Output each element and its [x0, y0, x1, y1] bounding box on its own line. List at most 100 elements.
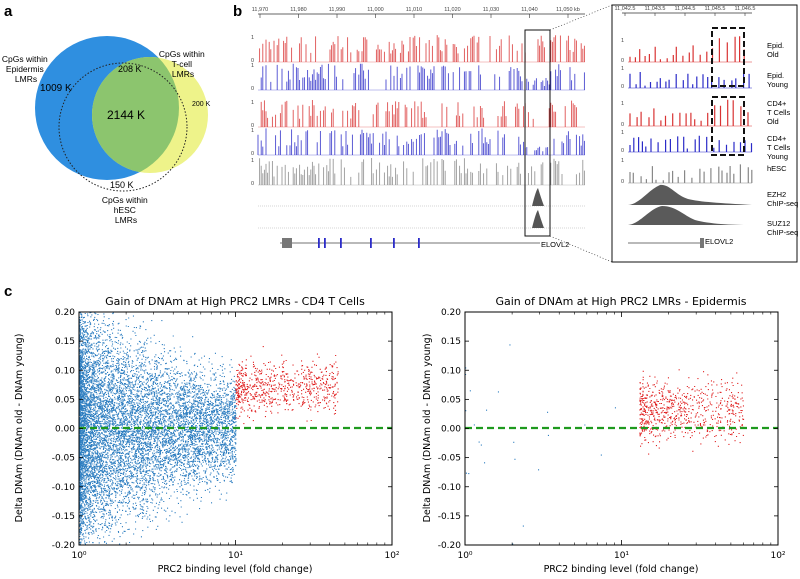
venn-circle-hesc: [58, 62, 188, 192]
coord-label: 11,980: [290, 7, 306, 13]
gene-exon: [324, 238, 326, 248]
venn-label-tcell: CpGs within T-cell LMRs: [159, 49, 207, 79]
track-axis-max: 1: [251, 35, 254, 41]
y-tick-label: -0.10: [438, 483, 462, 493]
venn-overlap: [92, 57, 179, 173]
coord-label: 11,040: [521, 7, 537, 13]
track-label-line: Epid.: [767, 41, 784, 50]
zoom-track-axis-max: 1: [621, 130, 624, 136]
zoom-panel: [611, 4, 798, 263]
gene-utr: [282, 238, 292, 248]
gene-model-main: [280, 238, 540, 248]
track-3: 10: [251, 128, 585, 157]
panel-label-c: c: [4, 283, 12, 300]
track-1: 10: [251, 63, 585, 92]
zoom-connector-top: [549, 4, 613, 31]
y-tick-label: 0.10: [55, 366, 75, 376]
zoom-track-signal: [629, 72, 750, 88]
gene-exon: [393, 238, 395, 248]
zoom-track-axis-min: 0: [621, 58, 624, 64]
track-label-line: CD4+: [767, 134, 787, 143]
track-label-line: ChIP-seq: [767, 199, 798, 208]
gene-exon: [318, 238, 320, 248]
coord-label: 11,010: [406, 7, 422, 13]
genome-browser: 11,970 11,980 11,990 11,000 11,010 11,020 11,0…: [251, 4, 798, 263]
y-tick-label: 0.20: [441, 308, 461, 318]
y-tick-label: 0.20: [55, 308, 75, 318]
y-tick-label: -0.15: [438, 512, 461, 522]
zoom-track-axis-max: 1: [621, 158, 624, 164]
chip-track-0: [258, 188, 585, 207]
zoom-track-4: 10: [621, 158, 753, 185]
axes-epidermis: 0.20 0.15 0.10 0.05 0.00 -0.05 -0.10 -0.15 -0.20…: [438, 308, 786, 561]
coord-label: 11,030: [483, 7, 499, 13]
zoom-track-axis-max: 1: [621, 38, 624, 44]
gene-exon: [418, 238, 420, 248]
y-tick-label: -0.20: [52, 541, 76, 551]
y-tick-label: 0.00: [441, 425, 461, 435]
track-label-line: T Cells: [767, 143, 790, 152]
track-label-line: ChIP-seq: [767, 228, 798, 237]
y-tick-label: -0.20: [438, 541, 462, 551]
zoom-track-axis-min: 0: [621, 148, 624, 154]
zoom-connector-bottom: [549, 235, 613, 263]
zoom-region-box: [524, 29, 551, 237]
zoom-ezh2-peak: [628, 184, 752, 205]
y-tick-label: 0.05: [441, 395, 461, 405]
venn-label-hesc: CpGs within hESC LMRs: [102, 195, 150, 225]
x-axis-title-cd4: PRC2 binding level (fold change): [158, 564, 313, 575]
series-points-high-prc2: [235, 346, 339, 425]
zoom-track-axis-max: 1: [621, 101, 624, 107]
track-label-line: SUZ12: [767, 219, 790, 228]
gene-label-zoom: ELOVL2: [705, 237, 733, 246]
track-label-3: CD4+ T Cells Young: [767, 134, 790, 161]
zoom-coord-label: 11,046.5: [734, 6, 755, 12]
y-tick-label: -0.10: [52, 483, 76, 493]
chip-track-1: [258, 210, 585, 229]
panel-label-a: a: [4, 3, 13, 20]
coord-label: 11,050 kb: [556, 7, 580, 13]
zoom-track-signal: [629, 164, 753, 183]
track-label-line: Epid.: [767, 71, 784, 80]
y-tick-label: 0.10: [441, 366, 461, 376]
track-axis-min: 0: [251, 123, 254, 129]
track-0: 10: [251, 35, 585, 64]
track-4: 10: [251, 158, 585, 187]
track-label-line: hESC: [767, 164, 787, 173]
count-epidermis-only: 1009 K: [40, 83, 72, 94]
gene-exon: [370, 238, 372, 248]
chip-peak: [532, 188, 544, 206]
track-label-line: CD4+: [767, 99, 787, 108]
coord-label: 11,990: [329, 7, 345, 13]
track-label-line: Old: [767, 117, 779, 126]
zoom-track-1: 10: [621, 66, 752, 90]
series-points-low-prc2: [465, 344, 616, 545]
track-label-line: Young: [767, 80, 788, 89]
gene-exon: [340, 238, 342, 248]
track-label-4: hESC: [767, 164, 787, 173]
track-label-2: CD4+ T Cells Old: [767, 99, 790, 126]
x-tick-label: 10²: [770, 551, 785, 561]
scatter-plot-epidermis: Gain of DNAm at High PRC2 LMRs - Epiderm…: [422, 295, 786, 575]
series-points-high-prc2: [639, 369, 745, 455]
track-signal: [259, 35, 585, 62]
track-signal: [259, 158, 585, 185]
track-axis-min: 0: [251, 151, 254, 157]
zoom-gene-exon: [700, 238, 704, 248]
track-label-line: T Cells: [767, 108, 790, 117]
venn-diagram: CpGs within Epidermis LMRs CpGs within T…: [2, 36, 211, 225]
zoom-coord-label: 11,043.5: [644, 6, 665, 12]
plot-title-cd4: Gain of DNAm at High PRC2 LMRs - CD4 T C…: [105, 295, 365, 308]
track-axis-max: 1: [251, 100, 254, 106]
zoom-coord-label: 11,044.5: [674, 6, 695, 12]
zoom-track-signal: [629, 36, 745, 62]
venn-label-epidermis: CpGs within Epidermis LMRs: [2, 54, 50, 84]
count-hesc-only: 150 K: [110, 180, 134, 190]
axes-cd4: 0.20 0.15 0.10 0.05 0.00 -0.05 -0.10 -0.15 -0.20…: [52, 308, 400, 561]
plot-title-epidermis: Gain of DNAm at High PRC2 LMRs - Epiderm…: [495, 295, 746, 308]
track-2: 10: [251, 100, 585, 129]
zoom-track-2: 10: [621, 99, 752, 128]
track-label-5: EZH2 ChIP-seq: [767, 190, 798, 208]
